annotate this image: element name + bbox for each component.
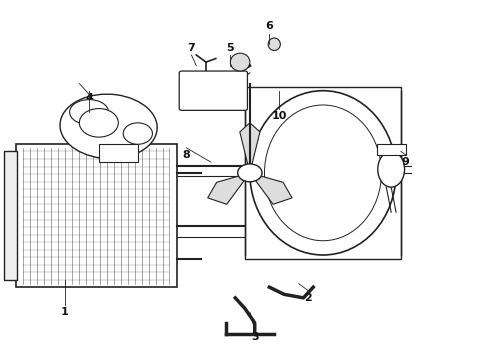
Text: 8: 8	[183, 150, 191, 160]
FancyBboxPatch shape	[4, 152, 18, 280]
Text: 2: 2	[304, 293, 312, 303]
Ellipse shape	[230, 53, 250, 71]
Ellipse shape	[123, 123, 152, 144]
Polygon shape	[240, 123, 260, 173]
Ellipse shape	[378, 152, 405, 187]
Text: 9: 9	[402, 157, 410, 167]
Text: 10: 10	[271, 111, 287, 121]
Polygon shape	[250, 173, 292, 204]
Ellipse shape	[268, 38, 280, 50]
Text: 5: 5	[226, 43, 234, 53]
FancyBboxPatch shape	[179, 71, 247, 111]
Text: 3: 3	[251, 332, 259, 342]
Ellipse shape	[60, 94, 157, 159]
Circle shape	[238, 164, 262, 182]
Text: 6: 6	[266, 21, 273, 31]
Text: 1: 1	[61, 307, 69, 317]
FancyBboxPatch shape	[99, 144, 138, 162]
FancyBboxPatch shape	[16, 144, 177, 287]
Circle shape	[79, 109, 118, 137]
Polygon shape	[208, 173, 250, 204]
Ellipse shape	[70, 100, 109, 125]
Ellipse shape	[250, 91, 396, 255]
FancyBboxPatch shape	[376, 144, 406, 155]
Text: 4: 4	[85, 93, 93, 103]
Text: 7: 7	[188, 43, 196, 53]
